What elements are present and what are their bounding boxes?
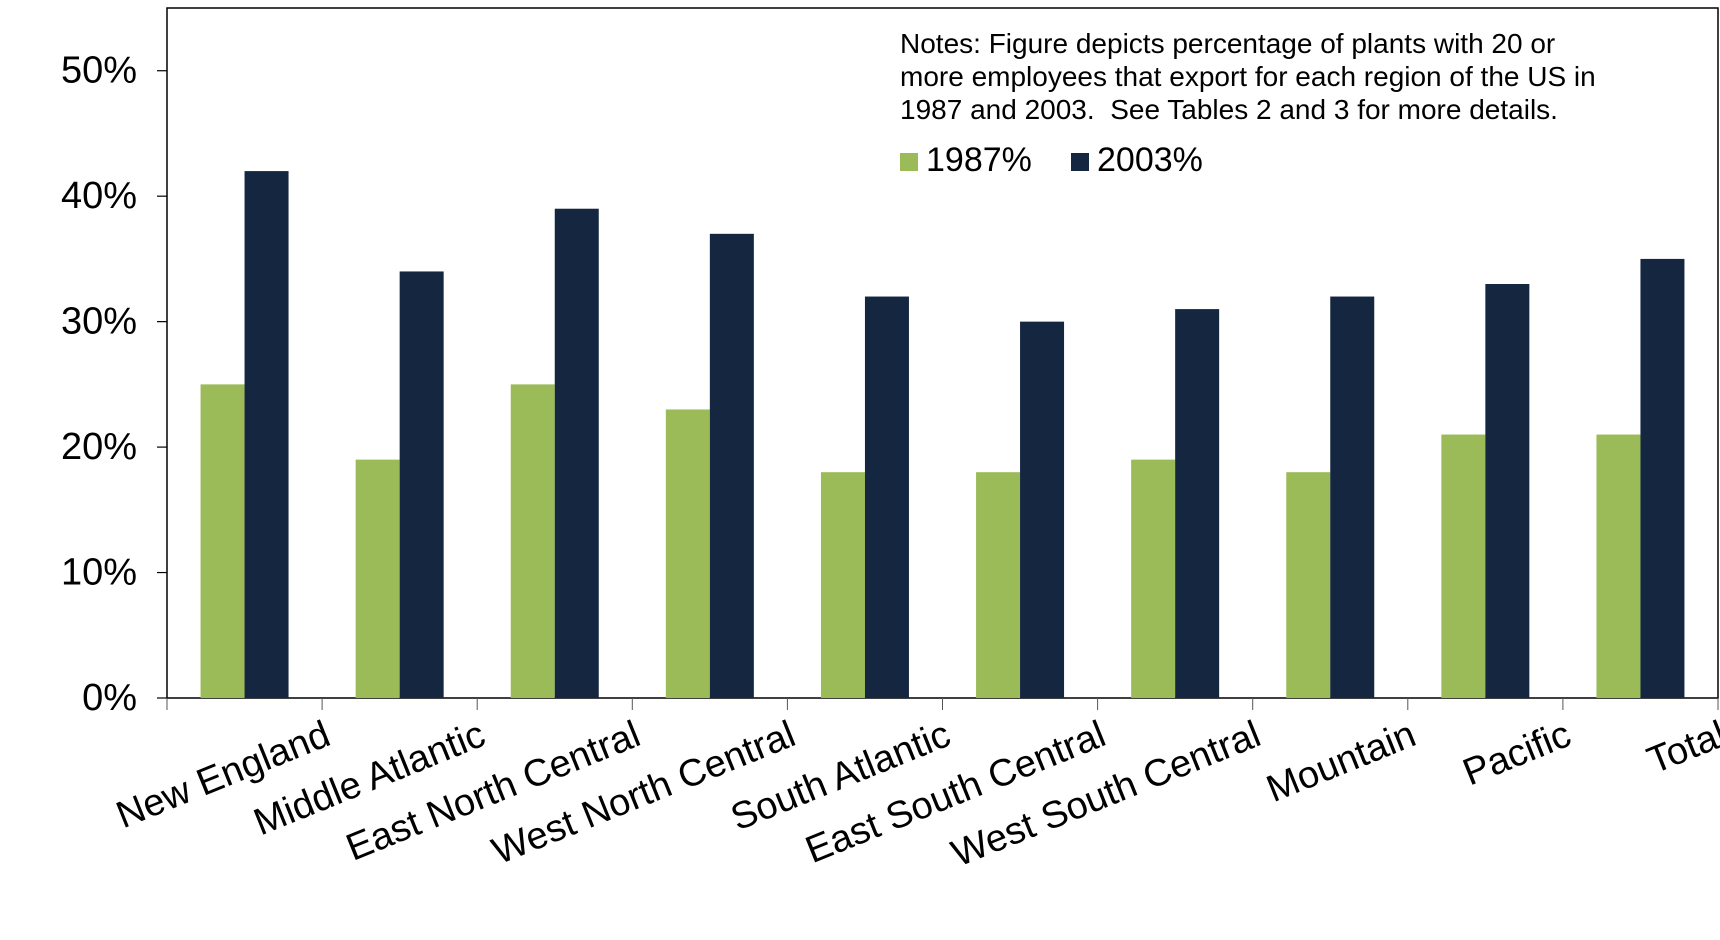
y-tick-label: 40% <box>61 175 137 217</box>
bar-2003-west-north-central <box>709 233 754 698</box>
bar-2003-west-south-central <box>1175 309 1220 698</box>
notes-annotation: Notes: Figure depicts percentage of plan… <box>900 28 1596 125</box>
bar-2003-east-north-central <box>554 208 599 698</box>
bar-2003-middle-atlantic <box>399 271 444 698</box>
notes-line: Notes: Figure depicts percentage of plan… <box>900 28 1555 59</box>
bars <box>200 171 1685 698</box>
bar-1987-new-england <box>200 384 245 698</box>
y-axis: 0% 10% 20% 30% 40% 50% <box>61 50 167 719</box>
bar-2003-mountain <box>1330 296 1375 698</box>
bar-2003-total <box>1640 258 1685 698</box>
legend-swatch-2003 <box>1071 153 1089 171</box>
y-tick-label: 10% <box>61 552 137 594</box>
y-tick-label: 50% <box>61 50 137 92</box>
x-tick-label: Total <box>1642 713 1720 782</box>
legend: 1987% 2003% <box>900 141 1203 179</box>
y-tick-label: 0% <box>82 677 137 719</box>
bar-1987-east-south-central <box>976 472 1021 698</box>
legend-label: 1987% <box>926 141 1032 179</box>
bar-2003-pacific <box>1485 284 1530 698</box>
bar-1987-pacific <box>1441 434 1486 698</box>
bar-1987-total <box>1596 434 1641 698</box>
y-tick-label: 30% <box>61 301 137 343</box>
x-tick-label: Pacific <box>1457 713 1577 794</box>
legend-swatch-1987 <box>900 153 918 171</box>
bar-1987-south-atlantic <box>820 472 865 698</box>
bar-2003-south-atlantic <box>864 296 909 698</box>
bar-2003-east-south-central <box>1020 321 1065 698</box>
notes-line: more employees that export for each regi… <box>900 61 1596 92</box>
x-tick-label: Mountain <box>1261 713 1422 811</box>
bar-1987-west-north-central <box>665 409 710 698</box>
legend-label: 2003% <box>1097 141 1203 179</box>
bar-1987-middle-atlantic <box>355 459 400 698</box>
bar-1987-east-north-central <box>510 384 555 698</box>
bar-1987-mountain <box>1286 472 1331 698</box>
bar-2003-new-england <box>244 171 289 698</box>
bar-1987-west-south-central <box>1131 459 1176 698</box>
y-tick-label: 20% <box>61 426 137 468</box>
notes-line: 1987 and 2003. See Tables 2 and 3 for mo… <box>900 94 1558 125</box>
